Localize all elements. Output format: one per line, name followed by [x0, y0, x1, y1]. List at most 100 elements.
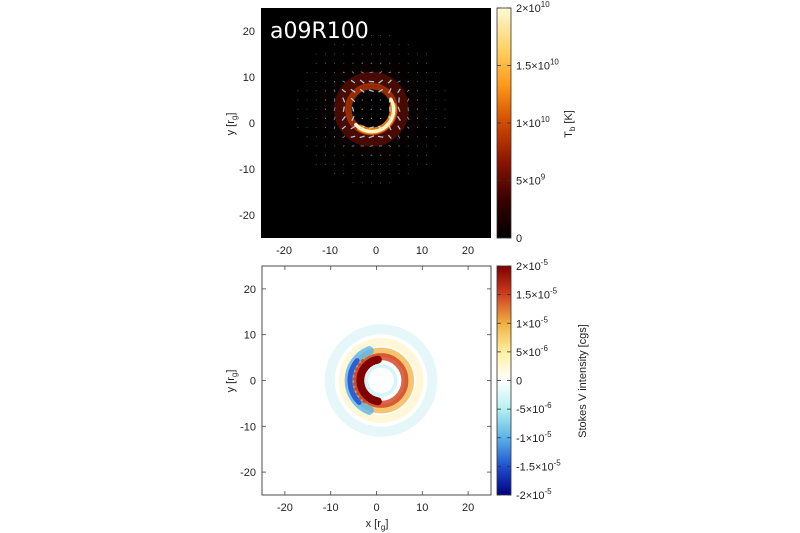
bottom-colorbar-tick-label: 2×10-5 [516, 258, 548, 273]
top-polarization-tick [369, 71, 374, 74]
top-polarization-tick [333, 107, 336, 112]
top-polarization-tick [407, 98, 410, 102]
top-colorbar-tick-exponent: 10 [541, 0, 550, 9]
top-polarization-tick [397, 125, 401, 130]
top-polarization-tick [407, 135, 410, 138]
bottom-x-tick-label: 0 [373, 502, 379, 514]
bottom-y-tick-label: -20 [240, 467, 256, 479]
top-polarization-tick [388, 115, 392, 122]
bottom-x-tick-label: 20 [462, 502, 474, 514]
top-colorbar-tick-base: 1×10 [516, 118, 541, 130]
bottom-positive-crescent [356, 355, 382, 406]
top-colorbar-tick-label: 1×1010 [516, 115, 550, 130]
bottom-y-tick-label: -10 [240, 421, 256, 433]
top-polarization-tick [406, 126, 410, 129]
top-colorbar-tick-base: 0 [516, 233, 522, 245]
top-polarization-tick [388, 71, 392, 74]
top-y-tick-label: -20 [239, 210, 255, 222]
bottom-faint-halo [324, 324, 438, 437]
top-polarization-tick [397, 135, 401, 139]
top-polarization-tick [359, 135, 365, 139]
top-polarization-tick [378, 79, 384, 84]
bottom-colorbar-tick-exponent: -5 [544, 487, 552, 496]
top-y-tick-label: -10 [239, 164, 255, 176]
top-polarization-vectors [297, 35, 446, 184]
top-colorbar-tick-label: 0 [516, 233, 522, 245]
top-polarization-tick [378, 71, 383, 74]
bottom-colorbar: -2×10-5-1.5×10-5-1×10-5-5×10-605×10-61×1… [496, 258, 589, 502]
bottom-colorbar-tick-base: -2×10 [516, 490, 544, 502]
top-polarization-tick [378, 125, 384, 130]
model-label: a09R100 [270, 19, 369, 44]
top-colorbar-tick-label: 2×1010 [516, 0, 550, 15]
top-polarization-tick [342, 106, 345, 113]
top-colorbar-tick-exponent: 10 [541, 115, 550, 124]
bottom-colorbar-tick-exponent: -6 [544, 401, 552, 410]
top-colorbar-tick-base: 1.5×10 [516, 61, 550, 73]
top-polarization-tick [350, 135, 356, 138]
bottom-colorbar-tick-exponent: -5 [541, 258, 549, 267]
bottom-negative-core [347, 358, 362, 405]
top-polarization-tick [333, 126, 336, 129]
bottom-colorbar-tick-exponent: -6 [541, 344, 549, 353]
top-polarization-tick [333, 80, 336, 83]
top-polarization-tick [341, 115, 346, 121]
bottom-faint-ring [338, 338, 424, 423]
top-colorbar-label: Tb [K] [563, 110, 577, 138]
bottom-colorbar-ticks: -2×10-5-1.5×10-5-1×10-5-5×10-605×10-61×1… [497, 258, 561, 502]
top-polarization-tick [352, 62, 354, 64]
bottom-colorbar-tick-base: 5×10 [516, 347, 541, 359]
bottom-colorbar-tick-label: -5×10-6 [516, 401, 552, 416]
top-y-tick-label: 0 [249, 118, 255, 130]
top-polarization-tick [342, 71, 345, 74]
top-polarization-tick [341, 88, 346, 93]
top-polarization-tick [351, 115, 355, 121]
bottom-colorbar-tick-label: -2×10-5 [516, 487, 552, 502]
top-colorbar-tick-exponent: 9 [541, 173, 546, 182]
bottom-y-tick-label: 20 [244, 284, 256, 296]
top-polarization-tick [342, 80, 346, 83]
bottom-colorbar-tick-label: 0 [516, 376, 522, 388]
top-y-ticks: -20 -10 0 10 20 [239, 26, 255, 222]
top-polarization-tick [333, 89, 336, 93]
bottom-colorbar-tick-label: -1.5×10-5 [516, 458, 561, 473]
top-polarization-tick [368, 89, 374, 93]
top-x-tick-label: -10 [322, 245, 338, 257]
top-outer-ring [334, 71, 409, 147]
bottom-colorbar-tick-base: 0 [516, 376, 522, 388]
bottom-mixed-band [352, 357, 367, 404]
top-polarization-tick [360, 71, 364, 74]
top-polarization-tick [359, 125, 365, 130]
top-polarization-tick [387, 79, 392, 84]
bottom-x-tick-label: 10 [416, 502, 428, 514]
top-polarization-tick [350, 79, 356, 84]
top-polarization-tick [351, 106, 355, 112]
top-polarization-tick [407, 80, 410, 83]
top-polarization-tick [350, 97, 356, 103]
top-polarization-tick [397, 88, 401, 94]
bottom-colorbar-tick-exponent: -5 [550, 287, 558, 296]
bottom-colorbar-tick-base: -1.5×10 [516, 461, 554, 473]
top-polarization-tick [359, 79, 365, 84]
top-colorbar-tick-label: 1.5×1010 [516, 58, 559, 73]
top-polarization-tick [397, 106, 401, 112]
top-x-tick-label: 10 [416, 245, 428, 257]
bottom-x-tick-label: -10 [323, 502, 339, 514]
top-y-tick-label: 10 [243, 72, 255, 84]
bottom-y-tick-label: 0 [250, 376, 256, 388]
top-polarization-tick [341, 125, 347, 130]
top-y-tick-label: 20 [243, 26, 255, 38]
bottom-colorbar-tick-label: -1×10-5 [516, 430, 552, 445]
top-polarization-tick [416, 108, 419, 111]
top-polarization-tick [342, 145, 345, 147]
bottom-colorbar-tick-exponent: -5 [541, 315, 549, 324]
bottom-y-axis-label: y [rg] [225, 370, 239, 393]
top-x-tick-label: 20 [462, 245, 474, 257]
top-polarization-tick [342, 135, 346, 139]
top-colorbar-tick-label: 5×109 [516, 173, 546, 188]
top-polarization-tick [388, 97, 391, 103]
bottom-panel: -20 -10 0 10 20 -20 -10 0 10 20 y [rg] x [rg] [225, 265, 492, 532]
bottom-y-tick-label: 10 [244, 330, 256, 342]
